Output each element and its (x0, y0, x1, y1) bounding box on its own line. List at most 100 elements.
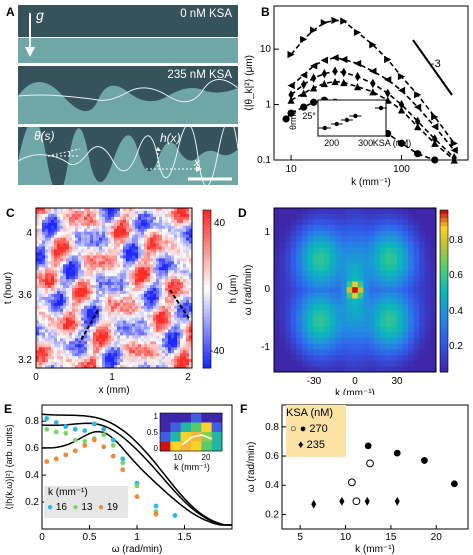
heatmap-cell-c (60, 225, 64, 230)
x-tick-label-f: 20 (431, 532, 443, 543)
heatmap-cell-c (36, 299, 40, 304)
heatmap-cell-c (123, 341, 127, 345)
heatmap-cell-c (171, 228, 175, 233)
heatmap-cell-c (177, 279, 181, 283)
heatmap-cell-c (153, 293, 157, 298)
heatmap-cell-d (396, 270, 403, 277)
heatmap-cell-c (159, 243, 163, 248)
heatmap-cell-d (313, 258, 320, 265)
heatmap-cell-c (57, 243, 61, 248)
heatmap-cell-d (430, 219, 437, 226)
heatmap-cell-c (171, 344, 175, 348)
heatmap-cell-c (147, 208, 151, 212)
heatmap-cell-d (413, 298, 420, 305)
heatmap-cell-d (368, 326, 375, 333)
heatmap-cell-d (396, 258, 403, 265)
heatmap-cell-c (111, 288, 115, 292)
heatmap-cell-c (60, 228, 64, 233)
heatmap-cell-c (96, 317, 100, 322)
heatmap-cell-c (78, 320, 82, 325)
heatmap-cell-c (105, 305, 109, 310)
heatmap-cell-c (180, 222, 184, 227)
heatmap-cell-c (66, 356, 70, 360)
heatmap-cell-c (147, 255, 151, 259)
heatmap-cell-c (102, 276, 106, 280)
heatmap-cell-c (93, 305, 97, 310)
heatmap-cell-c (150, 299, 154, 304)
heatmap-cell-c (159, 323, 163, 328)
heatmap-cell-c (51, 332, 55, 336)
heatmap-cell-c (117, 219, 121, 224)
heatmap-cell-d (318, 270, 325, 277)
heatmap-cell-c (171, 243, 175, 248)
heatmap-cell-d (329, 241, 336, 248)
heatmap-cell-c (111, 252, 115, 256)
heatmap-cell-c (189, 258, 193, 262)
heatmap-cell-c (183, 231, 187, 236)
heatmap-cell-c (39, 305, 43, 310)
heatmap-cell-d (430, 281, 437, 288)
heatmap-cell-c (174, 285, 178, 289)
heatmap-cell-d (352, 304, 359, 311)
heatmap-cell-c (132, 338, 136, 342)
heatmap-cell-c (138, 332, 142, 336)
heatmap-cell-c (183, 341, 187, 345)
heatmap-cell-d (296, 247, 303, 254)
heatmap-cell-c (66, 326, 70, 330)
heatmap-cell-c (135, 225, 139, 230)
heatmap-cell-d (341, 355, 348, 362)
heatmap-cell-c (78, 270, 82, 274)
heatmap-cell-c (78, 255, 82, 259)
heatmap-cell-d (341, 366, 348, 373)
heatmap-cell-c (36, 296, 40, 301)
heatmap-cell-c (36, 228, 40, 233)
heatmap-cell-c (36, 290, 40, 295)
heatmap-cell-c (69, 255, 73, 259)
heatmap-cell-c (153, 335, 157, 339)
heatmap-cell-d (301, 349, 308, 356)
heatmap-cell-d (290, 304, 297, 311)
heatmap-cell-c (141, 320, 145, 325)
heatmap-cell-c (180, 323, 184, 328)
heatmap-cell-c (57, 213, 61, 218)
heatmap-cell-c (129, 273, 133, 277)
heatmap-cell-c (117, 210, 121, 215)
heatmap-cell-c (45, 335, 49, 339)
heatmap-cell-c (57, 228, 61, 233)
heatmap-cell-c (165, 293, 169, 298)
heatmap-cell-c (180, 210, 184, 215)
heatmap-cell-c (42, 359, 46, 363)
heatmap-cell-c (111, 276, 115, 280)
heatmap-cell-d (329, 253, 336, 260)
heatmap-cell-c (123, 365, 127, 369)
heatmap-cell-d (374, 326, 381, 333)
x-tick-label-e: 0 (39, 532, 45, 543)
heatmap-cell-c (57, 222, 61, 227)
heatmap-cell-d (318, 275, 325, 282)
heatmap-cell-c (135, 219, 139, 224)
heatmap-cell-c (57, 258, 61, 262)
heatmap-cell-c (36, 323, 40, 328)
heatmap-cell-c (174, 222, 178, 227)
heatmap-cell-d (363, 355, 370, 362)
heatmap-cell-c (90, 365, 94, 369)
heatmap-cell-c (69, 261, 73, 265)
heatmap-cell-c (114, 359, 118, 363)
heatmap-cell-c (147, 341, 151, 345)
heatmap-cell-c (111, 261, 115, 265)
heatmap-cell-c (99, 335, 103, 339)
heatmap-cell-c (162, 246, 166, 250)
heatmap-cell-c (132, 210, 136, 215)
heatmap-cell-c (48, 299, 52, 304)
heatmap-cell-c (168, 299, 172, 304)
heatmap-cell-c (126, 267, 130, 271)
heatmap-cell-c (168, 276, 172, 280)
heatmap-cell-c (156, 255, 160, 259)
heatmap-cell-c (63, 365, 67, 369)
heatmap-cell-c (36, 359, 40, 363)
heatmap-cell-c (135, 290, 139, 295)
heatmap-cell-c (144, 228, 148, 233)
heatmap-cell-c (111, 362, 115, 366)
heatmap-cell-d (307, 281, 314, 288)
